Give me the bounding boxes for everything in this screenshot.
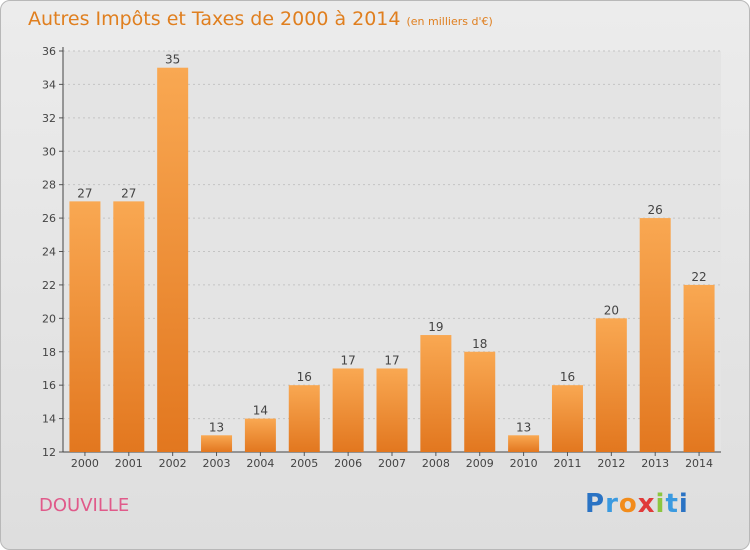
logo-letter: i [655,489,666,519]
data-label: 20 [604,303,619,317]
y-tick-label: 36 [42,45,56,58]
bar [595,318,627,452]
x-tick-label: 2002 [159,457,187,470]
x-tick-label: 2001 [115,457,143,470]
x-tick-label: 2006 [334,457,362,470]
logo-letter: r [605,489,619,519]
data-label: 17 [340,353,355,367]
x-tick-label: 2013 [641,457,669,470]
bar [551,385,583,452]
bar [332,368,364,452]
data-label: 14 [253,404,268,418]
x-tick-label: 2010 [510,457,538,470]
bar [244,418,276,452]
x-tick-label: 2008 [422,457,450,470]
data-label: 35 [165,53,180,67]
logo-letter: x [637,489,656,519]
bars [69,67,715,452]
bar [201,435,233,452]
bar [288,385,320,452]
data-label: 13 [516,420,531,434]
y-tick-label: 24 [42,246,56,259]
y-tick-label: 28 [42,179,56,192]
x-tick-label: 2007 [378,457,406,470]
x-tick-label: 2003 [203,457,231,470]
data-label: 22 [691,270,706,284]
logo-letter: t [665,489,679,519]
x-tick-label: 2014 [685,457,713,470]
data-label: 19 [428,320,443,334]
chart-unit: (en milliers d'€) [406,15,493,28]
y-tick-label: 26 [42,212,56,225]
chart-title-text: Autres Impôts et Taxes de 2000 à 2014 [28,8,401,30]
axes: 12 14 16 18 20 22 24 26 28 30 32 34 36 2000 2001 2002 20… [42,45,721,470]
bar [376,368,408,452]
logo-letter: o [618,489,638,519]
commune-name: DOUVILLE [39,495,130,516]
bar [113,201,145,452]
bar [69,201,101,452]
chart-title: Autres Impôts et Taxes de 2000 à 2014 (en… [28,8,493,30]
logo-letter: i [678,489,689,519]
y-tick-label: 34 [42,78,56,91]
y-tick-label: 12 [42,446,56,459]
y-tick-label: 30 [42,145,56,158]
data-label: 16 [297,370,312,384]
x-tick-label: 2011 [553,457,581,470]
x-tick-label: 2004 [246,457,274,470]
bar [683,284,715,452]
data-label: 18 [472,337,487,351]
data-label: 13 [209,420,224,434]
data-label: 27 [121,186,136,200]
x-tick-label: 2012 [597,457,625,470]
y-tick-label: 20 [42,312,56,325]
y-tick-label: 18 [42,346,56,359]
logo-letter: P [585,489,606,519]
y-tick-label: 22 [42,279,56,292]
x-tick-label: 2000 [71,457,99,470]
y-tick-label: 32 [42,112,56,125]
y-tick-label: 16 [42,379,56,392]
data-label: 17 [384,353,399,367]
bar [639,218,671,452]
data-label: 26 [648,203,663,217]
bar [420,335,452,452]
bar [464,351,496,452]
data-label: 16 [560,370,575,384]
proxiti-logo: Proxiti [585,489,689,519]
bar [508,435,540,452]
x-tick-label: 2009 [466,457,494,470]
data-labels: 27 27 35 13 14 16 17 17 19 18 13 16 20 26 22 [77,53,706,435]
y-tick-label: 14 [42,413,56,426]
data-label: 27 [77,186,92,200]
bar [157,67,189,452]
x-tick-label: 2005 [290,457,318,470]
